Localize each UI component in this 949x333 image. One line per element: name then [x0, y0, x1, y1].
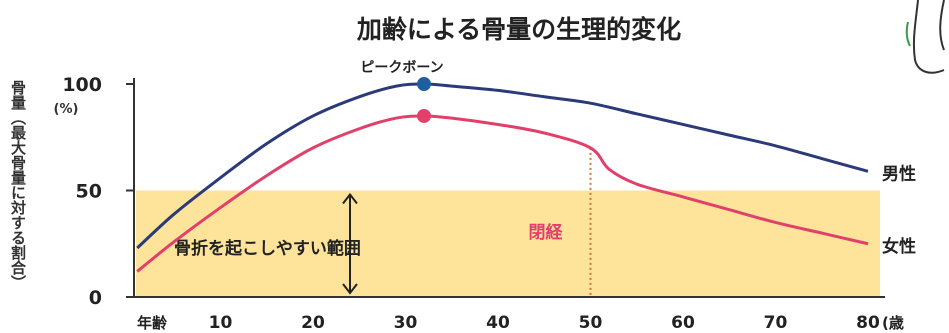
y-tick-label: 0	[89, 287, 102, 309]
x-tick-label: 50	[579, 313, 603, 333]
fracture-zone-label: 骨折を起こしやすい範囲	[174, 238, 361, 259]
peak-bone-label: ピークボーン	[360, 60, 443, 76]
x-tick-label: 80	[856, 313, 880, 333]
series-line-male	[136, 82, 869, 250]
y-tick-label: 100	[62, 74, 102, 96]
menopause-label: 閉経	[529, 222, 564, 243]
peak-marker-male	[417, 77, 431, 91]
figure-illustration	[905, 0, 945, 74]
peak-marker-female	[417, 108, 431, 123]
x-tick-label: 60	[671, 313, 695, 333]
y-tick-label: 50	[76, 181, 102, 203]
x-ticks: 10 20 30 40 50 60 70 80 (歳	[209, 313, 904, 333]
series-label-female: 女性	[882, 236, 916, 257]
x-tick-label: 70	[764, 313, 788, 333]
x-tick-label: 40	[486, 313, 510, 333]
series-line-female	[136, 114, 869, 273]
x-tick-label: 30	[394, 313, 418, 333]
y-axis-unit: (%)	[54, 102, 79, 117]
fracture-risk-zone	[136, 190, 880, 297]
x-axis-label: 年齢	[137, 314, 168, 332]
y-ticks: 0 50 100	[62, 74, 134, 309]
chart-title: 加齢による骨量の生理的変化	[356, 15, 681, 44]
fracture-zone-arrow-top	[342, 192, 358, 205]
x-axis-unit: (歳	[882, 314, 904, 332]
series-label-male: 男性	[882, 163, 916, 184]
y-axis-label: 骨量（最大骨量に対する割合）	[9, 80, 27, 290]
x-tick-label: 10	[209, 313, 233, 333]
fracture-zone-arrow-bottom	[342, 283, 358, 295]
x-tick-label: 20	[301, 313, 325, 333]
